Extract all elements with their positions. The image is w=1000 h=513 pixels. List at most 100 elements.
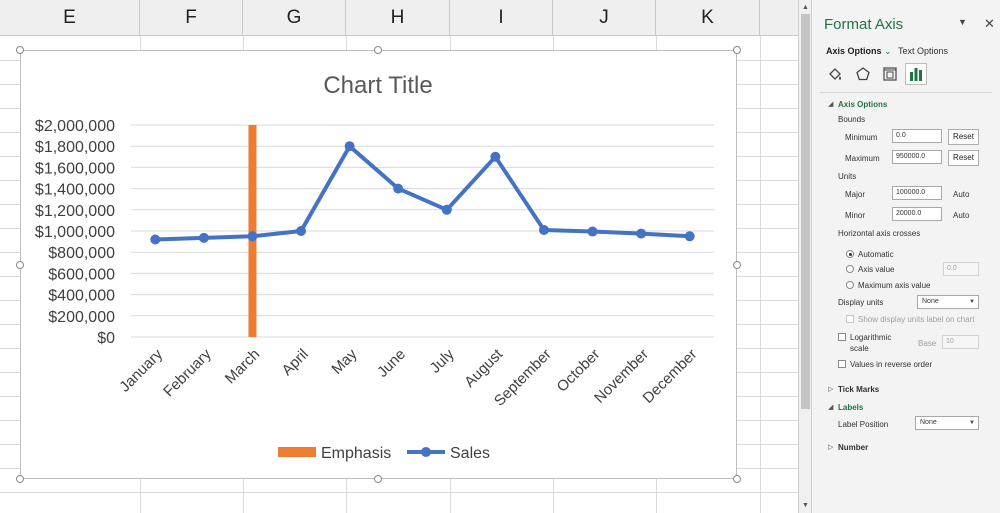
data-point [636,228,647,239]
scroll-down-icon[interactable]: ▼ [802,502,809,509]
pane-options-chevron-icon[interactable]: ▼ [958,17,967,27]
chart-resize-handle[interactable] [374,475,382,483]
legend-label-sales: Sales [450,445,490,462]
size-properties-icon[interactable] [879,63,901,85]
minor-input[interactable]: 20000.0 [892,207,942,221]
column-header-row: E F G H I J K [0,0,798,36]
y-tick-label: $800,000 [48,245,115,262]
column-header-j[interactable]: J [553,0,656,36]
data-point [538,224,549,235]
chart-resize-handle[interactable] [16,475,24,483]
logarithmic-checkbox[interactable] [838,333,846,341]
column-header-g[interactable]: G [243,0,346,36]
scrollbar-thumb[interactable] [801,14,810,409]
column-header-h[interactable]: H [346,0,450,36]
scroll-up-icon[interactable]: ▲ [802,4,809,11]
maximum-input[interactable]: 950000.0 [892,150,942,164]
y-tick-label: $0 [97,330,115,347]
chart-resize-handle[interactable] [374,46,382,54]
logarithmic-label: Logarithmic [850,333,892,342]
data-point [490,151,501,162]
maximum-label: Maximum [845,154,880,163]
chart-resize-handle[interactable] [16,46,24,54]
effects-pentagon-icon[interactable] [852,63,874,85]
pane-title: Format Axis [824,16,904,33]
major-input[interactable]: 100000.0 [892,186,942,200]
y-tick-label: $1,000,000 [35,224,115,241]
x-tick-label: January [116,345,166,395]
section-tick-marks[interactable]: Tick Marks [838,385,880,394]
display-units-select[interactable]: None ▼ [917,295,979,309]
chart-resize-handle[interactable] [16,261,24,269]
label-position-select[interactable]: None ▼ [915,416,979,430]
x-tick-label: October [554,346,604,396]
section-axis-options[interactable]: Axis Options [838,100,888,109]
bar-emphasis [248,125,257,337]
minimum-reset-button[interactable]: Reset [948,129,979,145]
line-chart[interactable]: Chart Title $2,000,000 $1,800,000 $1,600,00… [20,50,737,479]
maximum-reset-button[interactable]: Reset [948,150,979,166]
x-tick-label: April [279,346,312,379]
close-icon[interactable]: ✕ [984,16,995,31]
show-units-label: Show display units label on chart [858,315,975,324]
tab-axis-options[interactable]: Axis Options [826,46,882,56]
fill-line-icon[interactable] [824,63,846,85]
tab-text-options[interactable]: Text Options [898,46,949,56]
minimum-label: Minimum [845,133,878,142]
maximum-axis-value-label[interactable]: Maximum axis value [858,281,931,290]
axis-value-label[interactable]: Axis value [858,265,895,274]
radio-axis-value[interactable] [846,265,854,273]
section-labels[interactable]: Labels [838,403,864,412]
collapse-triangle-icon[interactable]: ◢ [828,404,834,411]
x-tick-label: February [160,345,215,400]
axis-value-input[interactable]: 0.0 [943,262,979,276]
display-units-label: Display units [838,298,884,307]
chart-resize-handle[interactable] [733,475,741,483]
show-units-checkbox[interactable] [846,315,854,323]
column-header-f[interactable]: F [140,0,243,36]
x-tick-label: June [374,346,409,381]
x-tick-label: May [328,345,360,377]
data-point [587,226,598,237]
legend-marker-sales [421,447,431,457]
chart-title: Chart Title [323,72,432,99]
spreadsheet-grid[interactable]: E F G H I J K Chart Title $2,000,000 $1,80… [0,0,798,513]
chevron-down-icon: ▼ [969,420,975,426]
data-point [247,231,258,242]
radio-automatic[interactable] [846,250,854,258]
chart-resize-handle[interactable] [733,46,741,54]
y-tick-label: $1,400,000 [35,182,115,199]
radio-maximum-axis-value[interactable] [846,281,854,289]
section-number[interactable]: Number [838,443,869,452]
y-tick-label: $1,600,000 [35,160,115,177]
column-header-i[interactable]: I [450,0,553,36]
data-point [296,226,307,236]
base-input[interactable]: 10 [942,335,979,349]
axis-options-bar-icon[interactable] [905,63,927,85]
x-tick-label: March [222,346,263,387]
chevron-down-icon[interactable]: ⌄ [884,46,892,56]
minimum-input[interactable]: 0.0 [892,129,942,143]
y-tick-label: $400,000 [48,288,115,305]
expand-triangle-icon[interactable]: ▷ [828,386,834,393]
data-point [393,183,404,194]
expand-triangle-icon[interactable]: ▷ [828,444,834,451]
collapse-triangle-icon[interactable]: ◢ [828,101,834,108]
scale-label: scale [850,344,869,353]
column-header-k[interactable]: K [656,0,760,36]
vertical-scrollbar[interactable]: ▲ ▼ [798,0,812,513]
reverse-order-checkbox[interactable] [838,360,846,368]
major-label: Major [845,190,866,199]
column-header-l[interactable] [760,0,798,36]
horizontal-axis-crosses-label: Horizontal axis crosses [838,229,921,238]
chart-resize-handle[interactable] [733,261,741,269]
y-tick-label: $600,000 [48,266,115,283]
y-tick-label: $200,000 [48,309,115,326]
label-position-label: Label Position [838,420,889,429]
grid-line [0,492,798,493]
data-point [198,232,209,243]
y-tick-label: $2,000,000 [35,118,115,135]
automatic-label[interactable]: Automatic [858,250,894,259]
column-header-e[interactable]: E [0,0,140,36]
base-label: Base [918,339,937,348]
